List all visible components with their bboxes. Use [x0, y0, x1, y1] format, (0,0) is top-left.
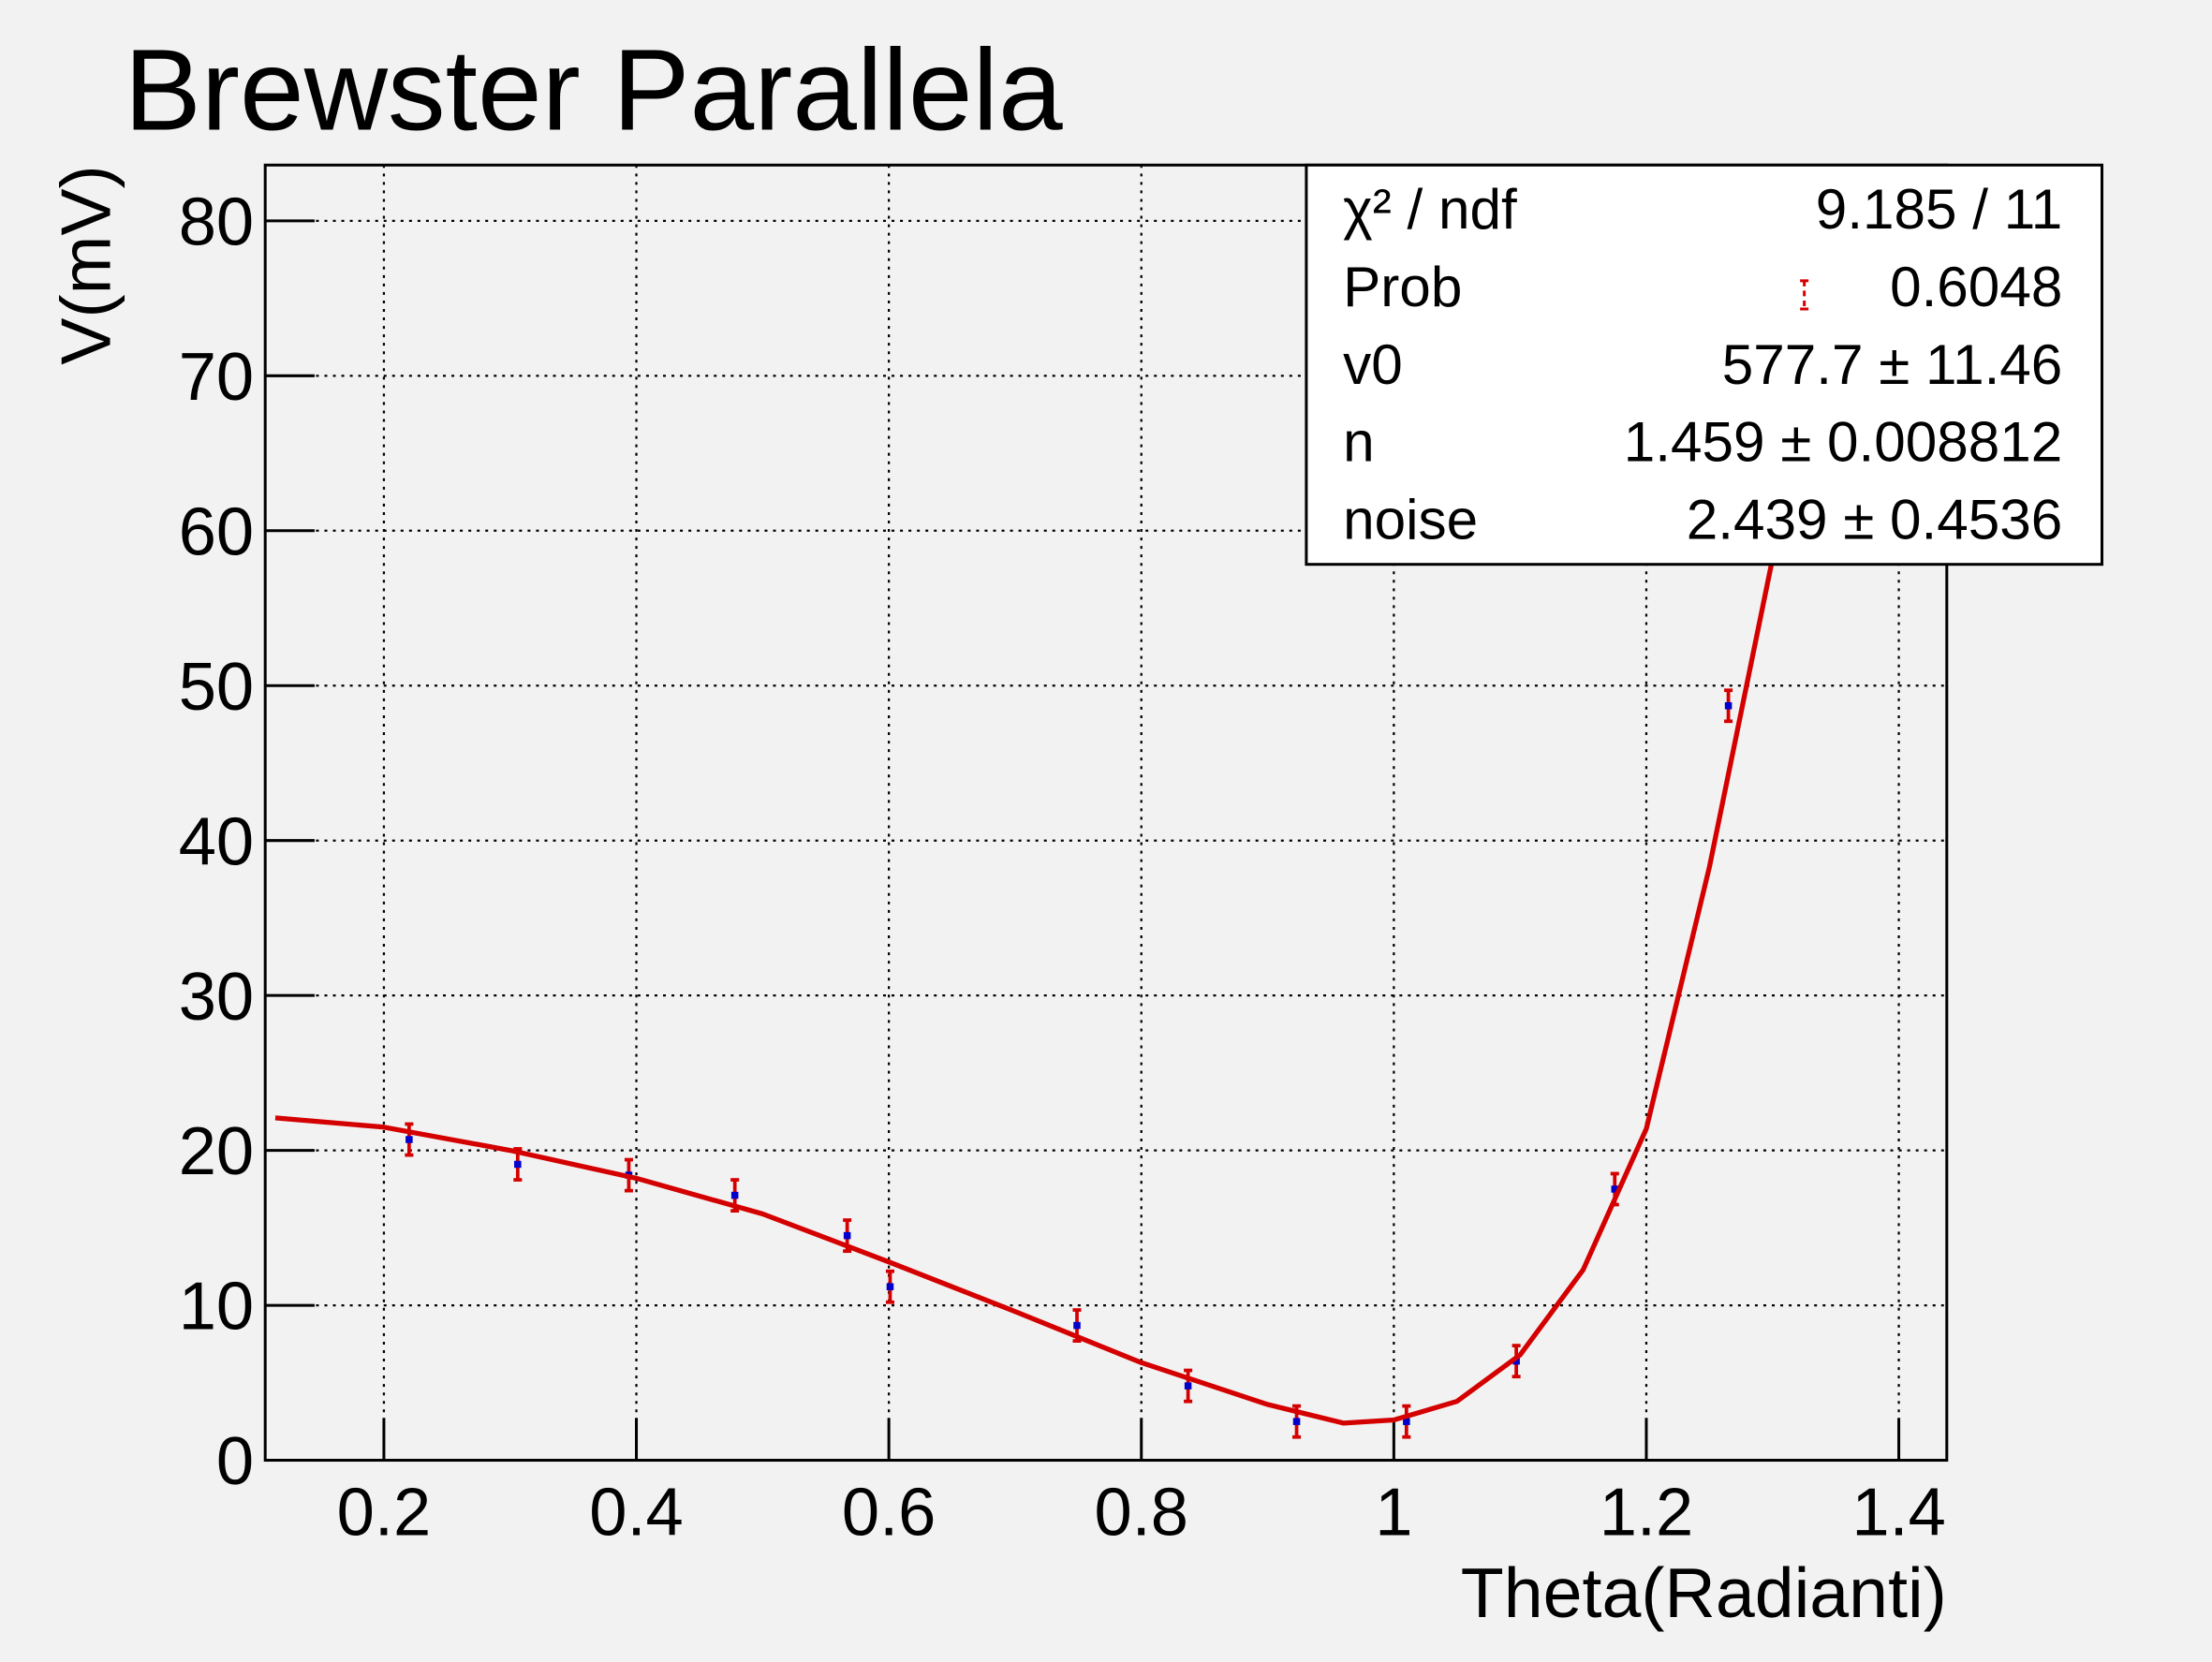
x-axis-title: Theta(Radianti): [1461, 1553, 1947, 1632]
stats-frame: [1305, 163, 2104, 566]
y-tick-label: 40: [179, 804, 254, 879]
stats-value: 577.7 ± 11.46: [1722, 332, 2063, 396]
data-point: [1292, 1418, 1301, 1425]
data-point: [1611, 1185, 1619, 1193]
x-tick-label: 0.4: [589, 1475, 684, 1550]
stats-label: n: [1343, 410, 1375, 474]
data-point: [406, 1136, 413, 1143]
x-tick-label: 0.2: [337, 1475, 432, 1550]
y-tick-label: 20: [179, 1114, 254, 1189]
y-tick-label: 30: [179, 960, 254, 1035]
plot-area: [274, 558, 1776, 1439]
plot-frame: [263, 163, 1949, 1463]
stats-value: 0.6048: [1890, 255, 2062, 318]
data-point: [730, 1191, 739, 1199]
data-point: [886, 1283, 894, 1290]
chart-title: Brewster Parallela: [125, 26, 1063, 155]
data-point: [1073, 1321, 1081, 1330]
fit-curve: [274, 558, 1776, 1426]
data-point: [1724, 701, 1733, 710]
stats-value: 1.459 ± 0.008812: [1624, 410, 2063, 474]
x-tick-label: 0.6: [842, 1475, 936, 1550]
stats-label: v0: [1343, 332, 1403, 396]
y-tick-label: 80: [179, 184, 254, 259]
x-tick-label: 0.8: [1094, 1475, 1188, 1550]
stats-value: 9.185 / 11: [1816, 177, 2063, 241]
data-point: [1184, 1382, 1192, 1390]
x-tick-label: 1.2: [1600, 1475, 1694, 1550]
y-axis-title: V(mV): [47, 165, 125, 364]
stats-icon: [1800, 279, 1809, 311]
y-tick-label: 50: [179, 650, 254, 725]
x-tick-label: 1: [1375, 1475, 1412, 1550]
y-tick-label: 0: [216, 1424, 254, 1499]
stats-label: Prob: [1343, 255, 1462, 318]
stats-label: χ² / ndf: [1343, 177, 1517, 241]
stats-label: noise: [1343, 488, 1478, 552]
y-tick-label: 70: [179, 340, 254, 415]
stats-box: χ² / ndf 9.185 / 11 Prob 0.6048 v0 577.7 ± 11…: [1305, 163, 2104, 566]
data-point: [514, 1160, 522, 1169]
data-point: [1403, 1418, 1410, 1425]
data-point: [843, 1231, 851, 1240]
stats-value: 2.439 ± 0.4536: [1687, 488, 2063, 552]
data-point: [1512, 1357, 1520, 1365]
y-tick-label: 60: [179, 494, 254, 569]
y-tick-label: 10: [179, 1270, 254, 1345]
x-tick-label: 1.4: [1851, 1475, 1946, 1550]
